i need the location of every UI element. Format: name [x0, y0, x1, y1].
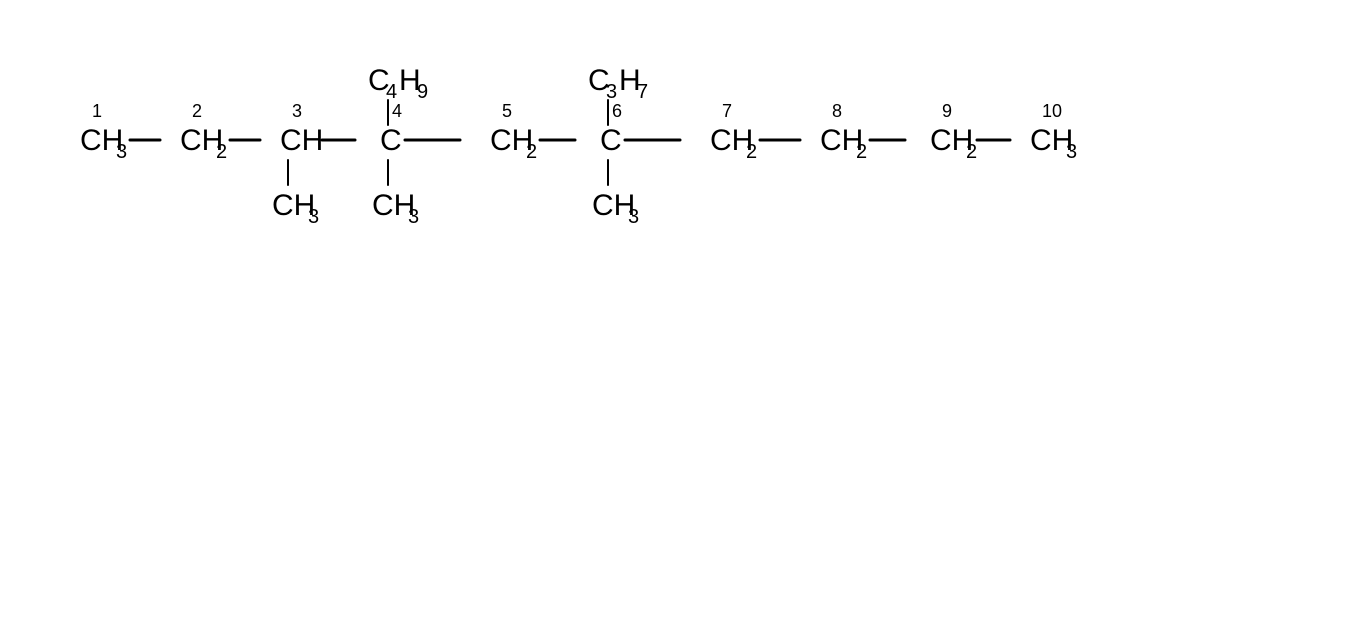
- chain-pos-num-6: 6: [612, 101, 622, 121]
- chain-atom-4: C: [380, 124, 402, 157]
- chain-pos-num-10: 10: [1042, 101, 1062, 121]
- chain-atom-8-sub: 2: [856, 141, 867, 163]
- chain-atom-1-sub: 3: [116, 141, 127, 163]
- sub-down-6-sub: 3: [628, 206, 639, 228]
- chain-atom-2-sub: 2: [216, 141, 227, 163]
- chain-pos-num-2: 2: [192, 101, 202, 121]
- chain-atom-6: C: [600, 124, 622, 157]
- sub-down-3-sub: 3: [308, 206, 319, 228]
- chain-atom-9-sub: 2: [966, 141, 977, 163]
- chain-atom-5-sub: 2: [526, 141, 537, 163]
- sub-up-6-sub1: 3: [606, 81, 617, 103]
- chain-atom-10-sub: 3: [1066, 141, 1077, 163]
- chain-pos-num-8: 8: [832, 101, 842, 121]
- sub-up-4-sub2: 9: [417, 81, 428, 103]
- chain-pos-num-7: 7: [722, 101, 732, 121]
- molecule-diagram: CH31CH22CH3C4CH25C6CH27CH28CH29CH310CH3C…: [0, 0, 1360, 623]
- chain-pos-num-9: 9: [942, 101, 952, 121]
- sub-up-4-sub1: 4: [386, 81, 397, 103]
- sub-down-4-sub: 3: [408, 206, 419, 228]
- chain-pos-num-4: 4: [392, 101, 402, 121]
- chain-pos-num-1: 1: [92, 101, 102, 121]
- sub-up-6-sub2: 7: [637, 81, 648, 103]
- chain-pos-num-5: 5: [502, 101, 512, 121]
- chain-pos-num-3: 3: [292, 101, 302, 121]
- chain-atom-3: CH: [280, 124, 323, 157]
- chain-atom-7-sub: 2: [746, 141, 757, 163]
